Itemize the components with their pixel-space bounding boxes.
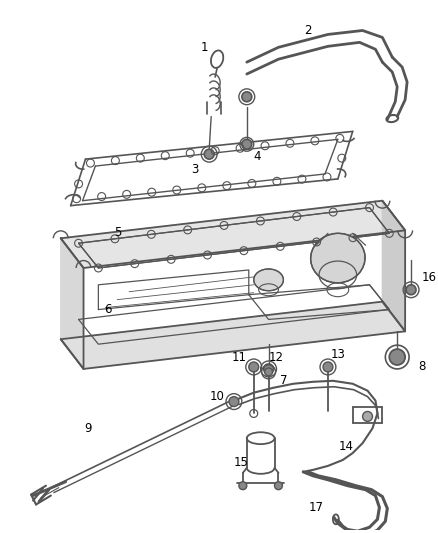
Text: 4: 4 xyxy=(253,150,261,163)
Ellipse shape xyxy=(254,269,283,290)
Text: 16: 16 xyxy=(421,271,436,285)
Text: 12: 12 xyxy=(269,351,284,364)
Circle shape xyxy=(242,139,252,149)
Polygon shape xyxy=(61,302,405,369)
Text: 10: 10 xyxy=(210,390,225,403)
Polygon shape xyxy=(61,238,84,369)
Text: 2: 2 xyxy=(304,24,312,37)
Polygon shape xyxy=(61,201,405,268)
Text: 6: 6 xyxy=(105,303,112,316)
Text: 8: 8 xyxy=(418,360,426,374)
Circle shape xyxy=(204,149,214,159)
Circle shape xyxy=(229,397,239,407)
Circle shape xyxy=(242,92,252,102)
Circle shape xyxy=(389,349,405,365)
Text: 9: 9 xyxy=(85,422,92,435)
Text: 15: 15 xyxy=(233,456,248,470)
Text: 13: 13 xyxy=(330,348,345,361)
Circle shape xyxy=(363,411,372,422)
Circle shape xyxy=(265,368,272,376)
Circle shape xyxy=(275,482,283,490)
Circle shape xyxy=(249,362,259,372)
Circle shape xyxy=(264,364,273,374)
Text: 5: 5 xyxy=(114,226,122,239)
Text: 11: 11 xyxy=(231,351,247,364)
Text: 17: 17 xyxy=(309,501,324,514)
Ellipse shape xyxy=(311,233,365,283)
Circle shape xyxy=(406,285,416,295)
Circle shape xyxy=(239,482,247,490)
Text: 3: 3 xyxy=(192,163,199,175)
Text: 1: 1 xyxy=(201,41,208,54)
Text: 14: 14 xyxy=(338,440,353,453)
Text: 7: 7 xyxy=(280,374,287,387)
Polygon shape xyxy=(382,201,405,332)
Circle shape xyxy=(323,362,333,372)
